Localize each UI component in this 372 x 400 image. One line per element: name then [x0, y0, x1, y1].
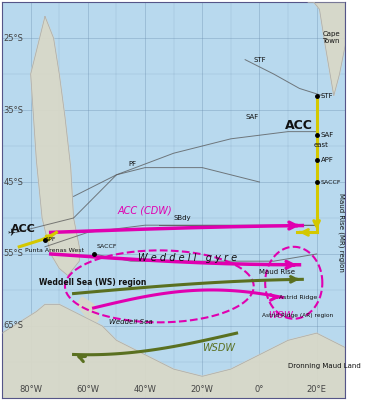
Text: Maud Rise: Maud Rise	[259, 269, 295, 275]
Text: APF: APF	[321, 158, 334, 164]
Text: ACC: ACC	[11, 224, 36, 234]
Text: 55°S: 55°S	[3, 250, 23, 258]
Text: W e d d e l l   g y r e: W e d d e l l g y r e	[138, 252, 237, 262]
Text: SAF: SAF	[245, 114, 259, 120]
Text: 80°W: 80°W	[19, 385, 42, 394]
Text: ✈: ✈	[8, 228, 16, 238]
Text: STF: STF	[254, 57, 266, 63]
Text: Weddell Sea: Weddell Sea	[109, 319, 153, 325]
Text: SACCF: SACCF	[96, 244, 117, 249]
Text: SBdy: SBdy	[174, 215, 191, 221]
Polygon shape	[76, 297, 99, 326]
Text: STF: STF	[321, 93, 334, 99]
Text: 40°W: 40°W	[134, 385, 157, 394]
Text: SACCF: SACCF	[321, 180, 341, 184]
Text: 35°S: 35°S	[3, 106, 23, 114]
Text: Maud Rise (MR) region: Maud Rise (MR) region	[338, 193, 344, 272]
Text: 60°W: 60°W	[76, 385, 99, 394]
Text: 20°E: 20°E	[307, 385, 327, 394]
Text: 20°W: 20°W	[191, 385, 214, 394]
Polygon shape	[308, 2, 345, 96]
Text: WOW: WOW	[268, 311, 293, 320]
Text: east: east	[313, 142, 328, 148]
Text: 65°S: 65°S	[3, 322, 23, 330]
Text: Cape
Town: Cape Town	[323, 31, 340, 44]
Text: Astrid Ridge (AR) region: Astrid Ridge (AR) region	[262, 313, 333, 318]
Text: Astrid Ridge: Astrid Ridge	[279, 295, 318, 300]
Text: 25°S: 25°S	[3, 34, 23, 42]
Text: 45°S: 45°S	[3, 178, 23, 186]
Text: ACC: ACC	[285, 119, 312, 132]
Text: Punta Arenas West: Punta Arenas West	[25, 248, 84, 253]
Polygon shape	[2, 304, 345, 398]
Text: Dronning Maud Land: Dronning Maud Land	[288, 362, 361, 368]
Text: Weddell Sea (WS) region: Weddell Sea (WS) region	[39, 278, 147, 287]
Text: ACC (CDW): ACC (CDW)	[118, 206, 172, 216]
Text: SAF: SAF	[321, 132, 334, 138]
Text: APF: APF	[45, 237, 57, 242]
Text: WSDW: WSDW	[202, 342, 235, 352]
Text: PF: PF	[128, 161, 136, 167]
Text: 0°: 0°	[255, 385, 264, 394]
Polygon shape	[31, 16, 79, 276]
